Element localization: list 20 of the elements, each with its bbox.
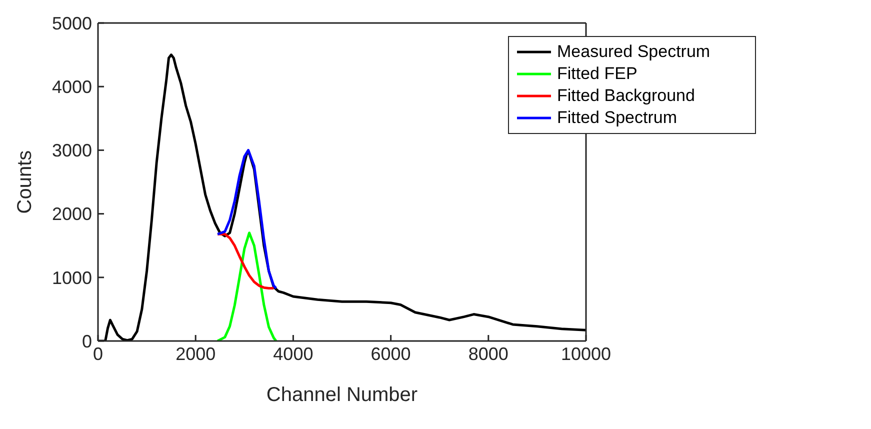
x-tick-label: 8000 (468, 344, 508, 364)
line-series (216, 232, 278, 341)
y-tick-label: 4000 (52, 76, 92, 97)
y-tick-label: 0 (82, 331, 92, 352)
x-tick-label: 4000 (273, 344, 314, 364)
y-tick-label: 5000 (52, 13, 92, 34)
legend-label: Fitted Background (557, 86, 695, 106)
y-tick-label: 2000 (52, 204, 92, 224)
y-axis-title: Counts (14, 150, 36, 214)
legend-label: Fitted Spectrum (557, 108, 677, 128)
y-tick-label: 3000 (52, 140, 92, 161)
line-series (216, 232, 275, 290)
x-tick-label: 2000 (176, 344, 216, 364)
x-tick-label: 6000 (370, 344, 411, 364)
x-tick-label: 10000 (560, 344, 612, 364)
line-series (216, 148, 278, 290)
x-axis-title: Channel Number (266, 384, 418, 406)
legend-label: Fitted FEP (557, 64, 638, 84)
legend-label: Measured Spectrum (557, 42, 710, 62)
y-tick-label: 1000 (52, 268, 92, 288)
